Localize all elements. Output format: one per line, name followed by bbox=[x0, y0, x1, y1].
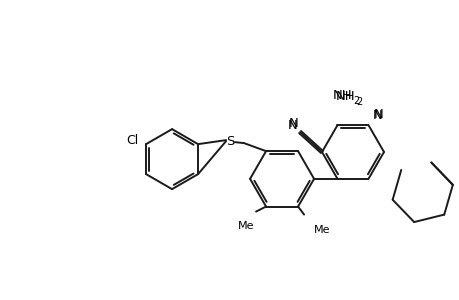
Text: Me: Me bbox=[313, 225, 330, 235]
Text: 2: 2 bbox=[356, 97, 362, 107]
Text: S: S bbox=[225, 135, 234, 148]
Text: N: N bbox=[372, 109, 381, 122]
Text: N: N bbox=[287, 118, 297, 131]
Text: N: N bbox=[373, 108, 382, 121]
Text: NH: NH bbox=[332, 89, 352, 102]
Text: 2: 2 bbox=[353, 96, 359, 106]
Text: NH: NH bbox=[335, 90, 354, 103]
Text: Cl: Cl bbox=[126, 134, 138, 147]
Text: Me: Me bbox=[237, 220, 254, 231]
Text: N: N bbox=[289, 116, 298, 130]
